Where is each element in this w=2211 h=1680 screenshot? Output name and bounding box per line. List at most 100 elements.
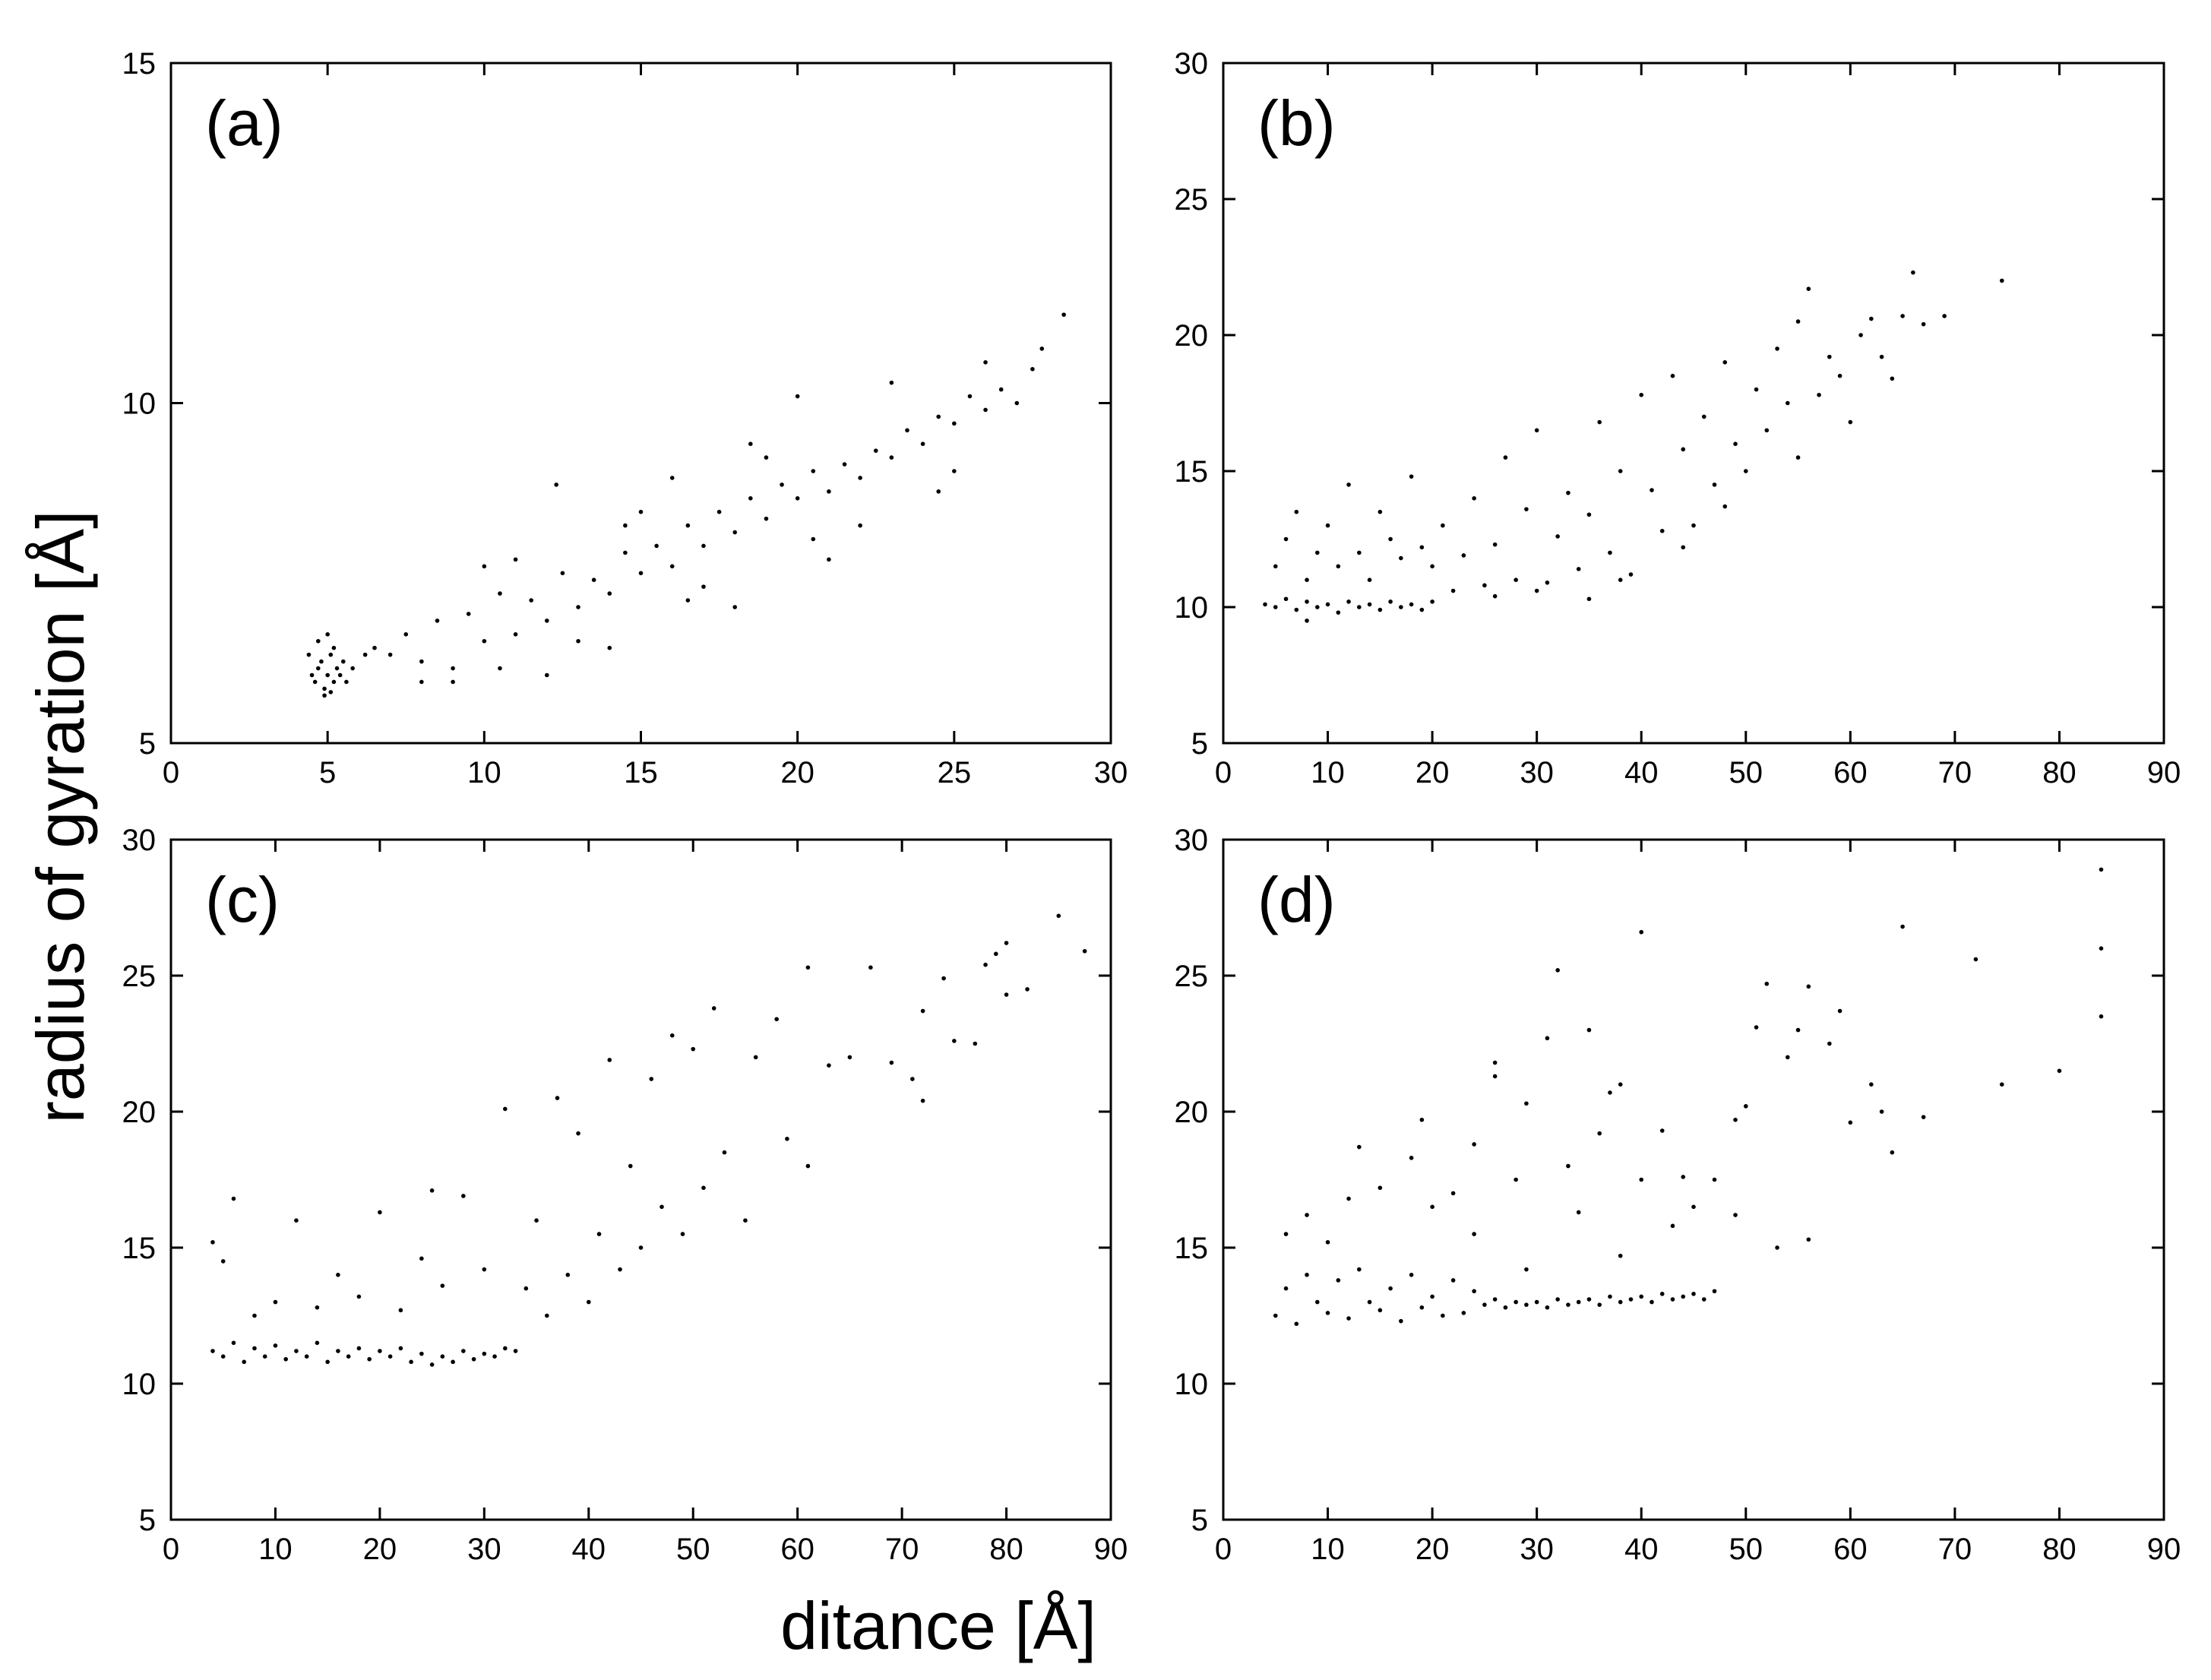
data-point (576, 638, 580, 644)
data-point (805, 1163, 811, 1169)
data-point (780, 482, 784, 487)
x-tick-label: 20 (1415, 756, 1450, 789)
data-point (331, 645, 337, 650)
x-tick-label: 50 (676, 1533, 710, 1566)
data-point (461, 1349, 466, 1353)
data-point (1430, 564, 1434, 569)
data-point (1921, 1115, 1926, 1119)
data-point (941, 976, 946, 981)
data-point (1399, 1318, 1403, 1324)
data-point (1336, 1278, 1341, 1283)
data-point (1848, 1120, 1853, 1125)
data-point (827, 1063, 831, 1068)
data-point (1659, 1292, 1665, 1296)
data-point (498, 591, 502, 596)
data-point (628, 1163, 633, 1169)
data-point (691, 1046, 696, 1052)
data-point (322, 693, 327, 698)
data-point (1701, 414, 1706, 419)
y-tick-label: 30 (122, 824, 157, 857)
data-point (1357, 605, 1362, 609)
data-point (1712, 1177, 1717, 1182)
x-tick-label: 30 (467, 1533, 501, 1566)
x-tick-label: 0 (163, 1533, 179, 1566)
data-point (1775, 346, 1779, 351)
data-point (334, 666, 340, 671)
data-point (649, 1077, 654, 1081)
panel-label: (a) (205, 87, 283, 159)
data-point (328, 652, 334, 657)
data-point (336, 1273, 340, 1277)
data-point (1524, 1101, 1529, 1106)
data-point (623, 550, 628, 555)
data-point (210, 1349, 215, 1353)
x-tick-label: 0 (163, 756, 179, 789)
data-point (523, 1286, 529, 1291)
data-point (482, 638, 487, 644)
data-point (607, 591, 612, 596)
data-point (748, 496, 753, 501)
data-point (1367, 1299, 1372, 1305)
data-point (669, 476, 675, 480)
data-point (555, 1096, 560, 1100)
y-tick-label: 15 (1175, 455, 1209, 489)
data-point (1691, 1204, 1696, 1210)
data-point (1701, 1297, 1706, 1302)
data-point (403, 632, 409, 637)
data-point (336, 1349, 340, 1353)
data-point (1492, 1060, 1498, 1065)
data-point (294, 1349, 299, 1353)
data-point (378, 1210, 382, 1215)
data-point (378, 1349, 382, 1353)
data-point (1754, 1025, 1759, 1030)
x-tick-label: 80 (989, 1533, 1023, 1566)
data-point (1503, 455, 1508, 460)
data-point (1514, 1177, 1518, 1182)
data-point (1503, 1305, 1508, 1310)
x-tick-label: 30 (1094, 756, 1128, 789)
data-point (419, 1256, 424, 1261)
data-point (1618, 1299, 1623, 1305)
data-point (315, 1305, 320, 1310)
data-point (722, 1150, 727, 1155)
data-point (1827, 354, 1832, 359)
y-tick-label: 25 (1175, 183, 1209, 217)
data-point (1409, 1273, 1414, 1277)
data-point (309, 672, 315, 678)
data-point (545, 672, 549, 678)
y-tick-label: 5 (139, 727, 156, 761)
data-point (513, 1349, 518, 1353)
data-point (1014, 400, 1020, 406)
data-point (952, 469, 957, 473)
data-point (440, 1354, 445, 1359)
data-point (669, 564, 675, 569)
data-point (304, 1354, 309, 1359)
data-point (1681, 447, 1686, 452)
data-point (1670, 1297, 1675, 1302)
data-point (1409, 474, 1414, 479)
x-tick-label: 60 (1833, 1533, 1868, 1566)
data-point (1764, 981, 1770, 986)
data-point (1492, 1297, 1498, 1302)
data-point (607, 1058, 612, 1062)
data-point (1273, 1313, 1278, 1318)
data-point (1722, 504, 1728, 509)
data-point (513, 632, 518, 637)
data-point (1942, 314, 1947, 318)
data-point (367, 1356, 372, 1362)
x-tick-label: 60 (780, 1533, 814, 1566)
data-point (858, 476, 862, 480)
data-point (920, 1008, 925, 1014)
data-point (1315, 550, 1320, 555)
data-point (811, 536, 816, 542)
data-point (1514, 577, 1518, 582)
data-point (1325, 1240, 1330, 1245)
data-point (429, 1188, 435, 1193)
data-point (764, 455, 769, 460)
data-point (461, 1194, 466, 1198)
data-point (435, 619, 440, 623)
data-point (1283, 536, 1289, 542)
data-point (482, 564, 487, 569)
y-tick-label: 10 (1175, 1368, 1209, 1401)
data-point (591, 577, 596, 582)
